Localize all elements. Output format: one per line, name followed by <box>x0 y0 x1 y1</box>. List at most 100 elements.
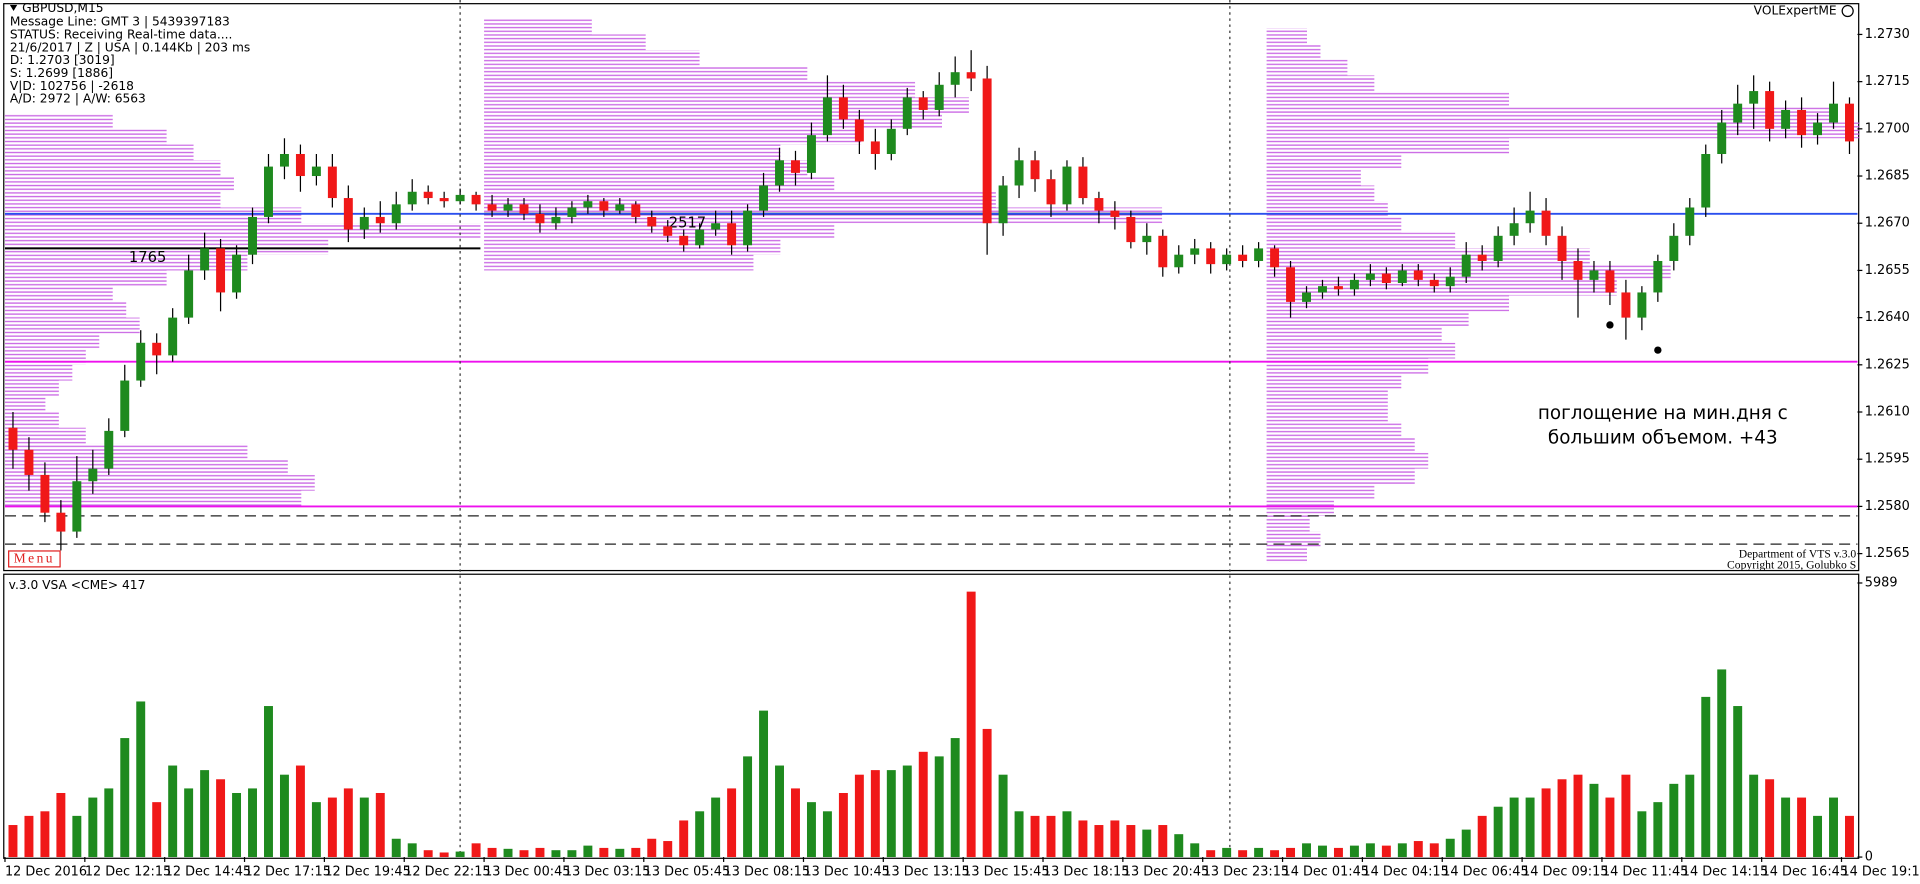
volume-bar <box>822 811 832 858</box>
profile-level <box>1266 75 1375 92</box>
annotation: большим объемом. +43 <box>1548 427 1778 448</box>
volume-bar <box>455 851 465 858</box>
candle-body <box>120 380 130 431</box>
plot-layer: 1765 2517 <box>4 0 1860 858</box>
x-tick-label: 12 Dec 22:15 <box>404 864 490 879</box>
candle-body <box>56 512 66 532</box>
profile-level <box>484 18 592 35</box>
volume-bar <box>679 820 689 858</box>
profile-level <box>484 65 808 82</box>
footer-line: Department of VTS v.3.0 <box>1739 547 1857 560</box>
profile-level <box>484 160 808 177</box>
volume-bar <box>264 706 273 858</box>
profile-level <box>1266 248 1590 265</box>
profile-level <box>1266 216 1402 233</box>
candle-body <box>950 72 960 85</box>
menu-button[interactable] <box>8 550 61 568</box>
volume-bar <box>663 841 673 858</box>
volume-bar <box>279 774 289 858</box>
volume-bar <box>1733 706 1743 858</box>
y-tick-label: 1.2700 <box>1865 121 1910 136</box>
candle-body <box>1333 286 1343 290</box>
volume-bar <box>902 765 912 858</box>
candle-body <box>1733 103 1743 123</box>
volume-bar <box>375 792 385 858</box>
candle-body <box>232 254 242 293</box>
volume-bar <box>743 756 753 858</box>
volume-bar <box>1078 820 1088 858</box>
volume-bar <box>72 815 82 858</box>
profile-level <box>1266 43 1321 60</box>
poc-label: 2517 <box>669 215 706 232</box>
candle-body <box>1318 286 1327 293</box>
candle-body <box>902 97 912 129</box>
volume-bar <box>551 850 561 858</box>
volume-bar <box>1669 783 1679 858</box>
volume-bar <box>1845 815 1854 858</box>
candle-body <box>1046 179 1056 205</box>
volume-bar <box>599 847 609 858</box>
candle-body <box>264 166 273 217</box>
poc-label: 1765 <box>129 249 166 266</box>
volume-bar <box>838 792 848 858</box>
volume-bar <box>711 797 721 858</box>
profile-level <box>4 380 59 397</box>
candle-body <box>104 430 114 469</box>
profile-level <box>4 144 194 161</box>
x-tick-label: 14 Dec 04:15 <box>1362 864 1448 879</box>
volume-bar <box>327 797 337 858</box>
volume-bar <box>647 838 657 858</box>
volume-bar <box>1110 820 1120 858</box>
profile-level <box>4 113 113 129</box>
annotation: поглощение на мин.дня с <box>1538 403 1788 424</box>
candle-body <box>40 474 50 513</box>
x-tick-label: 13 Dec 23:15 <box>1203 864 1289 879</box>
volume-bar <box>1094 825 1104 858</box>
profile-level <box>4 160 221 177</box>
volume-bar <box>966 591 976 858</box>
volume-title: v.3.0 VSA <CME> 417 <box>9 578 146 592</box>
candle-body <box>1845 103 1854 142</box>
volume-bar <box>1174 834 1184 858</box>
profile-level <box>1266 327 1442 343</box>
candle-body <box>1397 270 1407 284</box>
candle-body <box>982 78 992 224</box>
profile-level <box>4 286 113 302</box>
candle-body <box>1749 91 1759 104</box>
profile-level <box>1266 452 1429 469</box>
info-line: D: 1.2703 [3019] <box>10 53 115 67</box>
candle-body <box>1573 260 1583 280</box>
menu-label[interactable]: Menu <box>14 551 55 566</box>
volume-bar <box>1126 825 1136 858</box>
volume-bar <box>8 825 18 858</box>
volume-bar <box>583 845 593 858</box>
volume-bar <box>120 738 130 858</box>
candle-body <box>72 481 82 532</box>
candle-body <box>1509 223 1519 236</box>
profile-level <box>4 254 248 271</box>
profile-level <box>4 176 234 192</box>
profile-level <box>484 176 835 192</box>
signal-dot <box>1606 321 1614 329</box>
volume-bar <box>423 850 433 858</box>
volume-bar <box>88 797 98 858</box>
profile-level <box>4 333 100 350</box>
candle-body <box>1541 210 1551 236</box>
profile-level <box>1266 342 1456 359</box>
candle-body <box>1238 254 1248 261</box>
profile-level <box>484 238 781 255</box>
candle-body <box>1110 210 1120 217</box>
volume-bar <box>1397 843 1407 858</box>
volume-bar <box>1014 811 1024 858</box>
signal-dot <box>1654 346 1662 354</box>
profile-level <box>1266 138 1510 155</box>
volume-bar <box>631 847 641 858</box>
volume-bar <box>1270 850 1280 858</box>
x-tick-label: 14 Dec 09:15 <box>1522 864 1608 879</box>
volume-panel <box>3 573 1860 859</box>
volume-bar <box>104 788 114 858</box>
candle-body <box>391 204 401 224</box>
volume-bar <box>1749 774 1759 858</box>
volume-bar <box>56 792 66 858</box>
volume-bar <box>1254 847 1264 858</box>
